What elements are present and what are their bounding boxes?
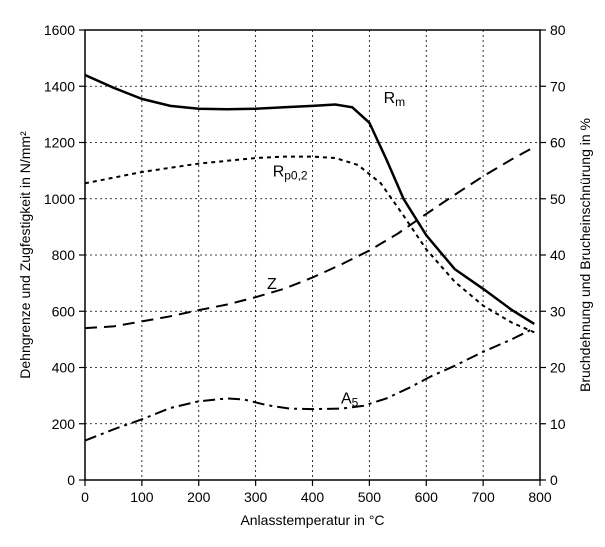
y-left-tick-label: 1600 bbox=[44, 22, 75, 38]
y-left-tick-label: 400 bbox=[52, 360, 76, 376]
y-left-tick-label: 1000 bbox=[44, 191, 75, 207]
x-tick-label: 800 bbox=[528, 489, 552, 505]
y-right-tick-label: 10 bbox=[550, 416, 566, 432]
x-tick-label: 700 bbox=[471, 489, 495, 505]
chart-svg: 0100200300400500600700800020040060080010… bbox=[0, 0, 605, 547]
y-right-tick-label: 30 bbox=[550, 303, 566, 319]
y-left-axis-label: Dehngrenze und Zugfestigkeit in N/mm² bbox=[17, 131, 33, 379]
x-tick-label: 400 bbox=[301, 489, 325, 505]
x-tick-label: 600 bbox=[415, 489, 439, 505]
chart-container: 0100200300400500600700800020040060080010… bbox=[0, 0, 605, 547]
y-right-tick-label: 50 bbox=[550, 191, 566, 207]
y-right-tick-label: 70 bbox=[550, 78, 566, 94]
y-right-tick-label: 60 bbox=[550, 135, 566, 151]
y-right-tick-label: 20 bbox=[550, 360, 566, 376]
y-left-tick-label: 600 bbox=[52, 303, 76, 319]
x-tick-label: 300 bbox=[244, 489, 268, 505]
x-axis-label: Anlasstemperatur in °C bbox=[240, 512, 384, 528]
y-right-axis-label: Bruchdehnung und Brucheinschnürung in % bbox=[577, 118, 593, 392]
series-label-Z: Z bbox=[267, 276, 277, 293]
x-tick-label: 0 bbox=[81, 489, 89, 505]
x-tick-label: 100 bbox=[130, 489, 154, 505]
y-right-tick-label: 0 bbox=[550, 472, 558, 488]
x-tick-label: 500 bbox=[358, 489, 382, 505]
y-right-tick-label: 80 bbox=[550, 22, 566, 38]
x-tick-label: 200 bbox=[187, 489, 211, 505]
y-right-tick-label: 40 bbox=[550, 247, 566, 263]
y-left-tick-label: 200 bbox=[52, 416, 76, 432]
y-left-tick-label: 800 bbox=[52, 247, 76, 263]
y-left-tick-label: 0 bbox=[67, 472, 75, 488]
y-left-tick-label: 1400 bbox=[44, 78, 75, 94]
y-left-tick-label: 1200 bbox=[44, 135, 75, 151]
